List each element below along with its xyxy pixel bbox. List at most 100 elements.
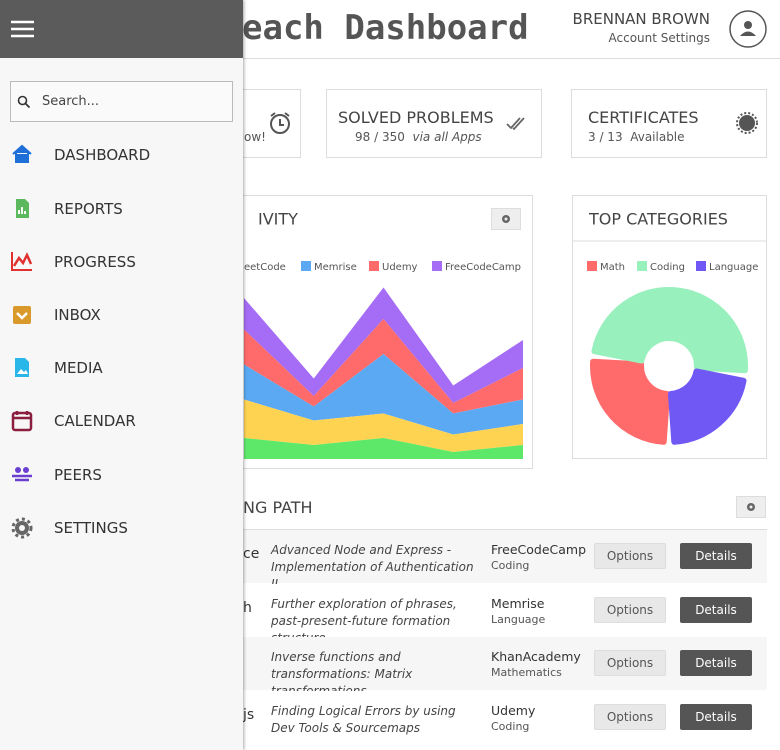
page-title: each Dashboard (242, 8, 529, 48)
menu-icon (12, 144, 32, 163)
options-button[interactable]: Options (594, 650, 666, 676)
legend-label: FreeCodeCamp (445, 262, 521, 273)
row-description: Finding Logical Errors by using Dev Tool… (271, 703, 456, 735)
stat-title: SOLVED PROBLEMS (338, 108, 494, 127)
row-source: Udemy (491, 702, 536, 718)
menu-item[interactable]: DASHBOARD (0, 135, 243, 175)
details-button[interactable]: Details (680, 543, 752, 569)
categories-card: TOP CATEGORIES Math Coding Language (572, 195, 767, 459)
table-row: h Further exploration of phrases, past-pr… (243, 583, 767, 645)
legend-swatch (637, 261, 647, 271)
menu-label: DASHBOARD (54, 146, 151, 164)
menu-icon (12, 467, 32, 482)
row-subject: Coding (491, 559, 530, 572)
search-box[interactable]: Search... (10, 81, 233, 122)
menu-item[interactable]: REPORTS (0, 189, 243, 229)
check-icon (506, 117, 525, 131)
legend-swatch (301, 261, 311, 271)
details-button[interactable]: Details (680, 650, 752, 676)
legend-swatch (369, 261, 379, 271)
header-rule (0, 58, 780, 59)
user-name: BRENNAN BROWN (572, 10, 710, 28)
table-row: ce Advanced Node and Express - Implementa… (243, 530, 767, 591)
stat-card: SOLVED PROBLEMS 98 / 350 via all Apps (326, 89, 542, 158)
menu-item[interactable]: CALENDAR (0, 401, 243, 441)
settings-button[interactable] (736, 496, 766, 518)
doughnut-chart: TOP CATEGORIES Math Coding Language (573, 210, 766, 445)
menu-label: MEDIA (54, 359, 103, 377)
menu-label: CALENDAR (54, 412, 136, 430)
details-button[interactable]: Details (680, 703, 752, 730)
stat-note: via all Apps (412, 130, 482, 144)
options-button[interactable]: Options (594, 703, 666, 730)
row-topic: ce (243, 546, 260, 562)
menu-icon (11, 517, 33, 539)
menu-label: PROGRESS (54, 253, 136, 271)
area-series (244, 287, 523, 403)
sidebar-top (0, 0, 243, 58)
area-series (244, 354, 523, 435)
menu-icon (11, 252, 33, 271)
legend-label: Coding (650, 262, 685, 273)
legend-swatch (587, 261, 597, 271)
menu-icon (13, 306, 31, 324)
legend-label: Language (709, 262, 758, 273)
row-source: KhanAcademy (491, 649, 581, 664)
chart-title: IVITY (258, 210, 298, 229)
row-subject: Coding (491, 719, 530, 733)
row-source: FreeCodeCamp (491, 542, 587, 557)
details-button[interactable]: Details (680, 596, 752, 623)
legend-label: Memrise (314, 262, 357, 273)
settings-button[interactable] (491, 208, 521, 230)
activity-card: IVITY eetCode Memrise Udemy FreeCodeCamp (200, 195, 533, 469)
table-rule (243, 529, 767, 530)
account-link[interactable]: Account Settings (608, 31, 710, 45)
menu-label: SETTINGS (54, 519, 128, 537)
stat-detail: 3 / 13 Available (588, 130, 685, 144)
area-series (244, 438, 523, 459)
options-button[interactable]: Options (594, 596, 666, 623)
donut-slice (667, 368, 747, 445)
donut-slice (590, 358, 671, 445)
stat-detail: 98 / 350 (355, 130, 405, 144)
legend-label: Math (600, 262, 625, 273)
stat-title: CERTIFICATES (588, 108, 699, 127)
table-row: Inverse functions and transformations: M… (243, 637, 767, 698)
menu-icon (11, 411, 33, 432)
legend-label: Udemy (382, 262, 418, 273)
menu-item[interactable]: SETTINGS (0, 508, 243, 548)
table-row: js Finding Logical Errors by using Dev To… (243, 690, 767, 744)
row-subject: Mathematics (491, 666, 562, 679)
row-description: Advanced Node and Express - Implementati… (271, 543, 474, 591)
chart-title: TOP CATEGORIES (588, 210, 728, 229)
stat-card: CERTIFICATES 3 / 13 Available (571, 89, 767, 158)
avatar[interactable] (728, 9, 768, 49)
alarm-icon (270, 112, 290, 134)
search-icon (17, 95, 31, 109)
options-button[interactable]: Options (594, 543, 666, 569)
menu-item[interactable]: INBOX (0, 295, 243, 335)
menu-label: REPORTS (54, 200, 123, 218)
row-topic: js (243, 706, 255, 723)
menu-label: INBOX (54, 306, 101, 324)
menu-item[interactable]: PEERS (0, 455, 243, 495)
legend-label: eetCode (244, 262, 286, 273)
search-placeholder: Search... (42, 94, 100, 109)
menu-toggle[interactable] (11, 19, 35, 39)
section-title: NG PATH (243, 498, 313, 517)
area-series (244, 319, 523, 414)
menu-item[interactable]: PROGRESS (0, 242, 243, 282)
legend-swatch (432, 261, 442, 271)
legend-swatch (696, 261, 706, 271)
area-series (244, 399, 523, 452)
menu-icon (16, 199, 29, 218)
menu-item[interactable]: MEDIA (0, 348, 243, 388)
row-description: Inverse functions and transformations: M… (271, 650, 413, 698)
sidebar: Search... DASHBOARD REPORTS PROGRESS INBOX M… (0, 0, 243, 750)
row-topic: h (243, 599, 252, 616)
menu-icon (15, 358, 29, 377)
badge-icon (736, 112, 758, 134)
area-chart: IVITY eetCode Memrise Udemy FreeCodeCamp (231, 210, 523, 459)
stat-text: ow! (244, 130, 266, 144)
